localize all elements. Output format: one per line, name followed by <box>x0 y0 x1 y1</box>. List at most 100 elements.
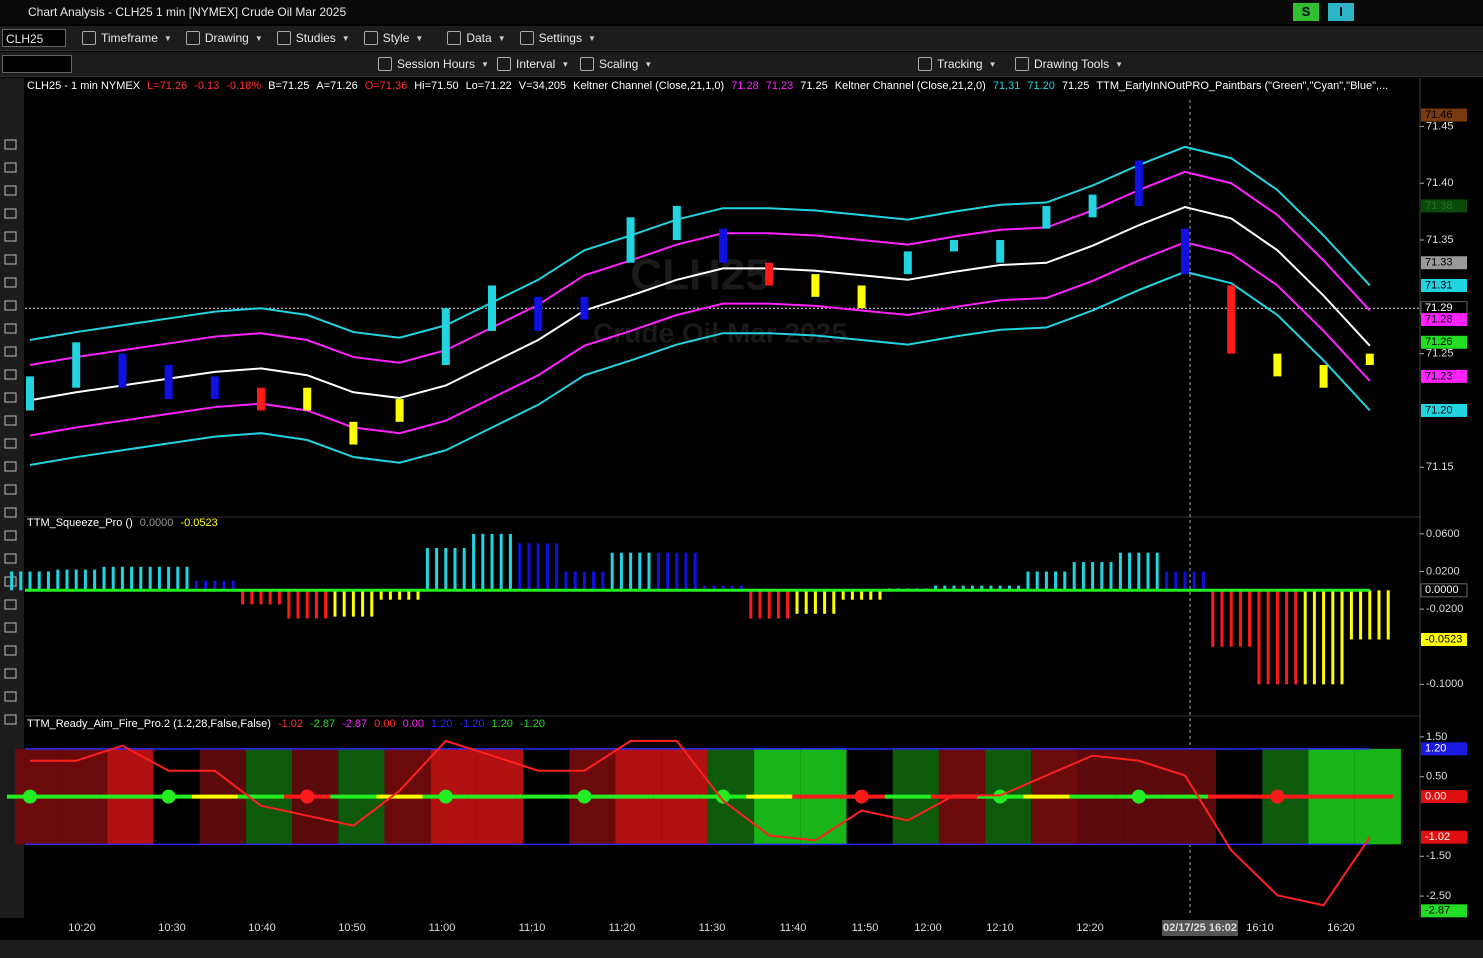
time-label: 11:50 <box>852 922 879 934</box>
menu-label: Studies <box>295 31 336 45</box>
tool[interactable]: Tracking ▼ <box>918 57 997 71</box>
squeeze-bar <box>213 580 217 591</box>
squeeze-bar <box>1386 590 1390 640</box>
y-tick-label: 0.50 <box>1426 771 1447 783</box>
price-marker-label: -1.02 <box>1425 831 1450 843</box>
squeeze-bar <box>1322 590 1326 685</box>
panel-header: TTM_Squeeze_Pro () 0.0000 -0.0523 <box>27 517 218 529</box>
tool-icon <box>4 277 17 288</box>
squeeze-bar <box>832 590 836 614</box>
squeeze-bar <box>1349 590 1353 640</box>
squeeze-bar <box>342 590 346 617</box>
zero-dot <box>993 789 1008 804</box>
squeeze-bar <box>120 566 124 591</box>
squeeze-bar <box>74 569 78 591</box>
squeeze-bar <box>1063 571 1067 591</box>
squeeze-bar <box>83 569 87 591</box>
price-marker <box>1421 369 1467 383</box>
s-button[interactable]: S <box>1293 3 1319 21</box>
tool-label: Tracking <box>937 57 983 71</box>
squeeze-bar <box>684 552 688 591</box>
price-marker-label: 71.26 <box>1425 336 1453 348</box>
price-marker <box>1421 830 1467 844</box>
watermark-symbol: CLH25 <box>630 251 769 300</box>
header-item: TTM_EarlyInNOutPRO_Paintbars ("Green","C… <box>1096 80 1388 92</box>
menu[interactable]: Style ▼ <box>363 31 423 45</box>
tool-icon <box>4 415 17 426</box>
empty-box[interactable] <box>2 55 72 73</box>
squeeze-bar <box>305 590 309 619</box>
zero-dot <box>854 789 869 804</box>
menu[interactable]: Timeframe ▼ <box>82 31 172 45</box>
tool[interactable]: Session Hours ▼ <box>378 57 489 71</box>
squeeze-bar <box>379 590 383 600</box>
price-marker <box>1421 742 1467 756</box>
squeeze-bar <box>656 552 660 591</box>
y-tick-label: -0.0200 <box>1426 603 1463 615</box>
tool-icon <box>4 392 17 403</box>
squeeze-bar <box>666 552 670 591</box>
price-bar <box>1088 194 1097 218</box>
header-item: -0.18% <box>226 80 261 92</box>
zero-dot <box>1270 789 1285 804</box>
squeeze-bar <box>176 566 180 591</box>
zero-dot <box>1131 789 1146 804</box>
i-button[interactable]: I <box>1328 3 1354 21</box>
header-item: -0.0523 <box>180 517 217 529</box>
menu[interactable]: Drawing ▼ <box>185 31 263 45</box>
squeeze-bar <box>1340 590 1344 685</box>
price-marker <box>1421 790 1467 804</box>
menu[interactable]: Studies ▼ <box>276 31 350 45</box>
tool-icon <box>4 461 17 472</box>
symbol-box[interactable]: CLH25 <box>2 29 66 47</box>
squeeze-bar <box>148 566 152 591</box>
squeeze-bar <box>1238 590 1242 647</box>
time-label: 10:30 <box>158 922 186 934</box>
panel-header: TTM_Ready_Aim_Fire_Pro.2 (1.2,28,False,F… <box>27 718 545 730</box>
squeeze-bar <box>1201 571 1205 591</box>
squeeze-bar <box>398 590 402 600</box>
squeeze-bar <box>767 590 771 619</box>
tool-icon <box>4 139 17 150</box>
menu-label: Timeframe <box>101 31 158 45</box>
price-marker-label: 1.20 <box>1425 743 1446 755</box>
price-bar <box>903 251 912 275</box>
squeeze-bar <box>943 585 947 591</box>
price-marker <box>1421 313 1467 327</box>
tool[interactable]: Drawing Tools ▼ <box>1015 57 1123 71</box>
tool[interactable]: Interval ▼ <box>497 57 569 71</box>
menu[interactable]: Data ▼ <box>447 31 506 45</box>
price-bar <box>765 262 774 286</box>
squeeze-bar <box>65 569 69 591</box>
time-label: 10:50 <box>338 922 366 934</box>
squeeze-bar <box>462 547 466 591</box>
tool[interactable]: Scaling ▼ <box>580 57 652 71</box>
price-bar <box>672 205 681 241</box>
price-marker-label: -2.87 <box>1425 905 1450 917</box>
squeeze-bar <box>407 590 411 600</box>
squeeze-bar <box>93 569 97 591</box>
zero-dot <box>577 789 592 804</box>
squeeze-bar <box>582 571 586 591</box>
zero-dot <box>161 789 176 804</box>
squeeze-bar <box>324 590 328 619</box>
price-marker <box>1421 278 1467 292</box>
time-highlight <box>1162 920 1238 936</box>
toolbar: CLH25 Timeframe ▼ Drawing ▼ Studies ▼ Style… <box>0 26 1483 51</box>
squeeze-bar <box>1220 590 1224 647</box>
price-marker <box>1421 199 1467 213</box>
header-item: -0.13 <box>194 80 219 92</box>
squeeze-bar <box>1294 590 1298 685</box>
y-tick-label: -0.1000 <box>1426 678 1463 690</box>
header-item: CLH25 - 1 min NYMEX <box>27 80 141 92</box>
squeeze-bar <box>333 590 337 617</box>
title-bar: Chart Analysis - CLH25 1 min [NYMEX] Cru… <box>0 0 1483 24</box>
squeeze-bar <box>1026 571 1030 591</box>
squeeze-bar <box>1192 571 1196 591</box>
header-item: TTM_Squeeze_Pro () <box>27 517 133 529</box>
price-marker <box>1421 632 1467 646</box>
tool-label: Interval <box>516 57 556 71</box>
price-bar <box>395 399 404 422</box>
menu[interactable]: Settings ▼ <box>519 31 596 45</box>
